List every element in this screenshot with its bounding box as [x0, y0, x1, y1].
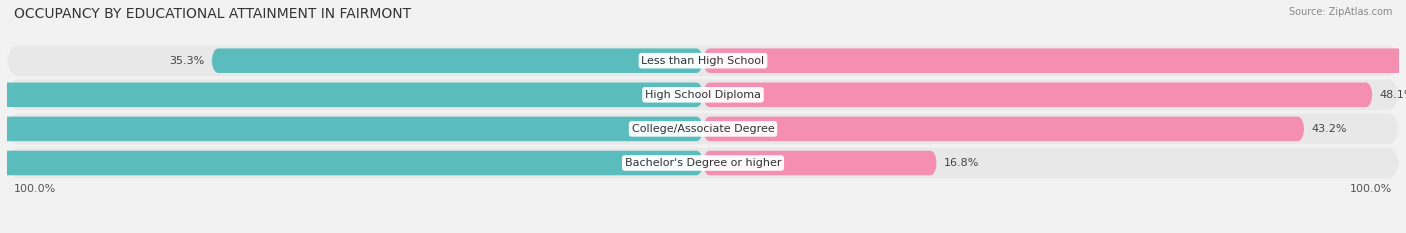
FancyBboxPatch shape	[212, 48, 703, 73]
Text: 100.0%: 100.0%	[14, 185, 56, 195]
Text: 16.8%: 16.8%	[943, 158, 979, 168]
FancyBboxPatch shape	[7, 79, 1399, 110]
FancyBboxPatch shape	[703, 116, 1305, 141]
Text: 100.0%: 100.0%	[1350, 185, 1392, 195]
FancyBboxPatch shape	[7, 45, 1399, 76]
FancyBboxPatch shape	[703, 82, 1372, 107]
Text: High School Diploma: High School Diploma	[645, 90, 761, 100]
Text: 35.3%: 35.3%	[170, 56, 205, 66]
Text: Bachelor's Degree or higher: Bachelor's Degree or higher	[624, 158, 782, 168]
FancyBboxPatch shape	[7, 148, 1399, 178]
FancyBboxPatch shape	[0, 82, 703, 107]
Text: Source: ZipAtlas.com: Source: ZipAtlas.com	[1288, 7, 1392, 17]
Text: OCCUPANCY BY EDUCATIONAL ATTAINMENT IN FAIRMONT: OCCUPANCY BY EDUCATIONAL ATTAINMENT IN F…	[14, 7, 411, 21]
FancyBboxPatch shape	[7, 113, 1399, 144]
FancyBboxPatch shape	[0, 116, 703, 141]
Text: 48.1%: 48.1%	[1379, 90, 1406, 100]
FancyBboxPatch shape	[0, 151, 703, 175]
Text: 43.2%: 43.2%	[1312, 124, 1347, 134]
FancyBboxPatch shape	[703, 48, 1406, 73]
FancyBboxPatch shape	[703, 151, 936, 175]
Text: Less than High School: Less than High School	[641, 56, 765, 66]
Text: College/Associate Degree: College/Associate Degree	[631, 124, 775, 134]
